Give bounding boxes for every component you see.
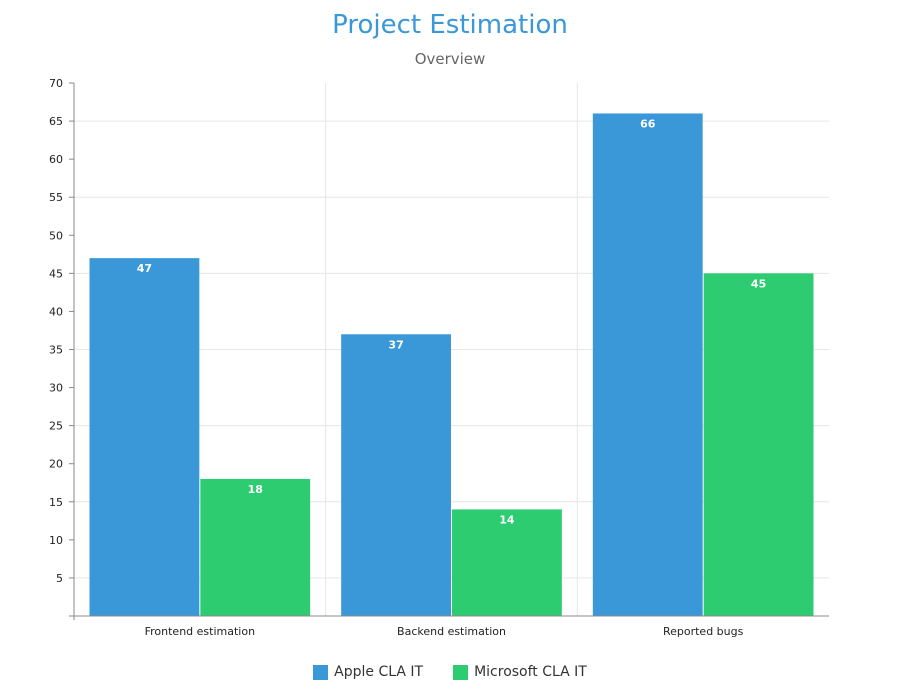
legend-item-apple[interactable]: Apple CLA IT: [313, 664, 423, 680]
y-tick-label: 50: [49, 229, 63, 242]
y-tick-label: 65: [49, 115, 63, 128]
x-category-label: Backend estimation: [397, 625, 506, 638]
y-tick-label: 40: [49, 305, 63, 318]
bar-microsoft-1: [452, 509, 562, 616]
y-tick-label: 20: [49, 458, 63, 471]
data-label-apple-1: 37: [388, 338, 403, 351]
x-category-label: Reported bugs: [663, 625, 744, 638]
legend-swatch-apple: [313, 664, 329, 680]
y-tick-label: 45: [49, 267, 63, 280]
legend: Apple CLA IT Microsoft CLA IT: [0, 664, 900, 680]
data-label-microsoft-1: 14: [499, 513, 515, 526]
legend-swatch-microsoft: [453, 664, 469, 680]
y-tick-label: 30: [49, 382, 63, 395]
legend-item-microsoft[interactable]: Microsoft CLA IT: [453, 664, 587, 680]
legend-label-apple: Apple CLA IT: [334, 664, 424, 680]
data-label-apple-0: 47: [137, 262, 152, 275]
y-tick-label: 15: [49, 496, 63, 509]
data-label-apple-2: 66: [640, 117, 656, 130]
y-tick-label: 35: [49, 344, 63, 357]
bar-apple-2: [592, 113, 703, 616]
data-label-microsoft-0: 18: [248, 483, 263, 496]
bar-microsoft-2: [703, 273, 814, 616]
chart-subtitle: Overview: [414, 50, 486, 68]
y-tick-label: 5: [56, 572, 63, 585]
bar-microsoft-0: [200, 478, 311, 616]
bar-apple-1: [341, 334, 451, 616]
y-tick-label: 70: [49, 77, 63, 90]
chart-title: Project Estimation: [332, 10, 568, 40]
y-tick-label: 25: [49, 420, 63, 433]
y-tick-label: 10: [49, 534, 63, 547]
data-label-microsoft-2: 45: [751, 277, 766, 290]
x-category-label: Frontend estimation: [145, 625, 255, 638]
legend-label-microsoft: Microsoft CLA IT: [474, 664, 587, 680]
bar-apple-0: [89, 258, 200, 616]
y-tick-label: 60: [49, 153, 63, 166]
y-tick-label: 55: [49, 191, 63, 204]
